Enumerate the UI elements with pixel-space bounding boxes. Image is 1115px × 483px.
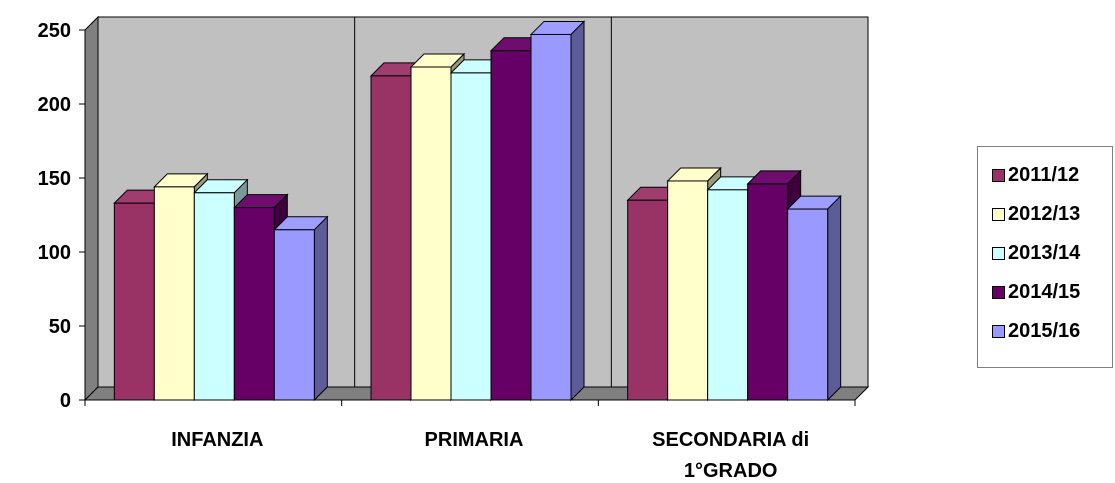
bar-front bbox=[667, 180, 709, 401]
legend-label: 2015/16 bbox=[1008, 319, 1081, 342]
bar-front bbox=[747, 183, 789, 401]
y-tick-label: 0 bbox=[60, 390, 71, 412]
legend-item: 2013/14 bbox=[992, 241, 1080, 265]
legend-label: 2014/15 bbox=[1008, 280, 1081, 303]
legend-swatch bbox=[992, 168, 1005, 182]
bar-front bbox=[787, 208, 829, 401]
x-category-label-line: SECONDARIA di bbox=[652, 429, 809, 451]
legend-swatch bbox=[992, 246, 1005, 260]
bar-front bbox=[273, 229, 315, 401]
legend-label: 2011/12 bbox=[1008, 163, 1080, 186]
bar-side bbox=[570, 20, 585, 402]
x-category-label-line: PRIMARIA bbox=[425, 429, 524, 451]
legend-item: 2014/15 bbox=[992, 280, 1080, 304]
x-category-label-line: 1°GRADO bbox=[684, 460, 778, 482]
bar-front bbox=[370, 75, 412, 401]
legend-swatch bbox=[992, 207, 1005, 221]
legend-swatch bbox=[992, 324, 1005, 338]
bar bbox=[786, 194, 842, 402]
x-category-label: SECONDARIA di 1°GRADO bbox=[652, 429, 809, 482]
bar-front bbox=[490, 50, 532, 401]
bar-front bbox=[627, 199, 669, 401]
legend-item: 2015/16 bbox=[992, 319, 1080, 343]
y-tick-label: 50 bbox=[49, 316, 71, 338]
legend-swatch bbox=[992, 285, 1005, 299]
legend: 2011/12 2012/13 2013/14 2014/15 2015/16 bbox=[977, 146, 1113, 368]
bar-front bbox=[193, 192, 235, 401]
bar-side bbox=[313, 215, 328, 402]
y-tick-label: 100 bbox=[38, 242, 71, 264]
bar-side bbox=[827, 194, 842, 402]
legend-label: 2013/14 bbox=[1008, 241, 1081, 264]
bar-front bbox=[410, 66, 452, 401]
bar-front bbox=[707, 189, 749, 401]
x-category-label: PRIMARIA bbox=[425, 429, 524, 451]
bar-front bbox=[530, 33, 572, 401]
bar-front bbox=[153, 186, 195, 401]
side-wall bbox=[84, 15, 99, 402]
bar bbox=[273, 215, 329, 402]
bar-front bbox=[450, 72, 492, 401]
legend-item: 2011/12 bbox=[992, 163, 1079, 187]
bar bbox=[529, 20, 586, 402]
bar-front bbox=[113, 202, 155, 401]
y-tick-label: 150 bbox=[38, 168, 71, 190]
legend-item: 2012/13 bbox=[992, 202, 1080, 226]
bar-front bbox=[233, 207, 275, 401]
x-category-label-line: INFANZIA bbox=[171, 429, 263, 451]
y-tick-label: 200 bbox=[38, 94, 71, 116]
x-category-label: INFANZIA bbox=[171, 429, 263, 451]
y-tick-label: 250 bbox=[38, 20, 71, 42]
legend-label: 2012/13 bbox=[1008, 202, 1081, 225]
